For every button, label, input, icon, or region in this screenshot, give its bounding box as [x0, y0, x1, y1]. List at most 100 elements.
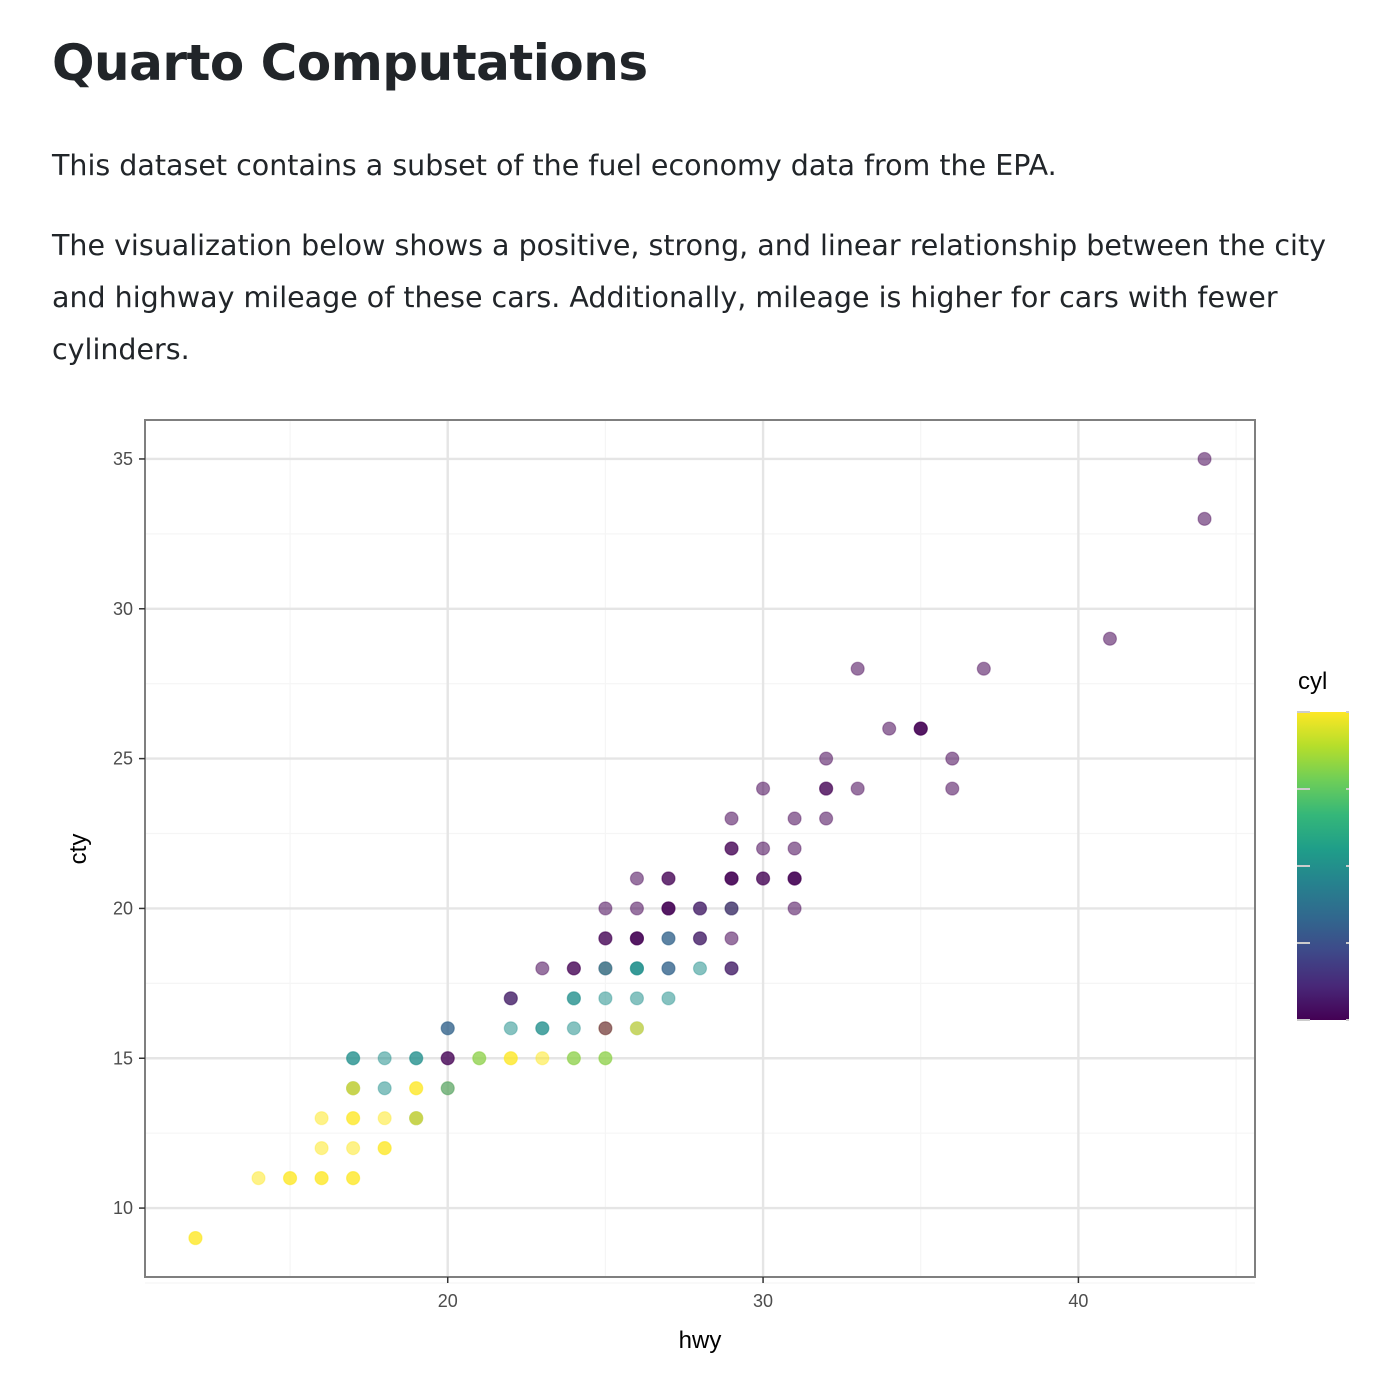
page-title: Quarto Computations	[52, 34, 648, 92]
panel-border	[144, 419, 1256, 1278]
data-point	[661, 931, 676, 946]
legend-ticks	[1297, 711, 1349, 1021]
y-tick-label: 35	[113, 449, 133, 469]
data-point	[1102, 631, 1118, 646]
data-point	[314, 1111, 329, 1126]
data-point	[346, 1051, 361, 1066]
data-point	[472, 1051, 487, 1066]
data-point	[945, 751, 960, 766]
intro-paragraph: This dataset contains a subset of the fu…	[52, 149, 1057, 182]
y-tick-label: 20	[113, 898, 133, 918]
data-point	[535, 961, 550, 976]
data-point	[787, 871, 802, 886]
y-axis: 10 15 20 25 30 35	[113, 449, 145, 1218]
data-point	[535, 1051, 550, 1066]
data-point	[629, 871, 645, 886]
data-point	[188, 1230, 203, 1246]
data-point	[819, 751, 834, 766]
data-point	[566, 961, 581, 976]
data-point	[976, 661, 991, 676]
data-point	[850, 781, 865, 796]
data-point	[566, 1021, 581, 1036]
description-paragraph: The visualization below shows a positive…	[52, 229, 1326, 366]
data-point	[787, 811, 802, 826]
data-point	[409, 1111, 424, 1126]
data-point	[787, 841, 802, 856]
data-point	[598, 1051, 613, 1066]
data-point	[787, 901, 802, 916]
data-point	[251, 1171, 266, 1186]
data-point	[566, 991, 581, 1006]
data-point	[692, 961, 708, 976]
data-point	[346, 1171, 361, 1186]
data-point	[882, 721, 897, 736]
x-axis-title: hwy	[679, 1327, 722, 1354]
data-point	[566, 1051, 581, 1066]
data-point	[1197, 511, 1212, 526]
data-point	[755, 841, 771, 856]
data-point	[692, 901, 708, 916]
y-tick-label: 25	[113, 749, 133, 769]
data-point	[755, 781, 771, 796]
x-tick-label: 30	[753, 1291, 773, 1311]
data-point	[629, 961, 645, 976]
data-point	[629, 991, 645, 1006]
data-point	[598, 931, 613, 946]
data-point	[440, 1021, 455, 1036]
y-tick-label: 15	[113, 1048, 133, 1068]
data-point	[724, 871, 739, 886]
data-point	[346, 1111, 361, 1126]
data-point	[346, 1141, 361, 1156]
y-tick-label: 10	[113, 1198, 133, 1218]
data-point	[314, 1171, 329, 1186]
data-point	[503, 1051, 518, 1066]
data-point	[1197, 451, 1212, 467]
y-axis-title: cty	[65, 834, 92, 865]
data-point	[409, 1081, 424, 1096]
data-point	[377, 1111, 392, 1126]
data-point	[377, 1051, 392, 1066]
data-point	[598, 901, 613, 916]
data-point	[440, 1081, 455, 1096]
data-point	[377, 1141, 392, 1156]
legend-title: cyl	[1298, 668, 1327, 695]
points	[188, 451, 1212, 1246]
x-axis: 20 30 40	[438, 1277, 1088, 1311]
data-point	[945, 781, 960, 796]
data-point	[913, 721, 928, 736]
data-point	[282, 1171, 298, 1186]
data-point	[724, 901, 739, 916]
data-point	[661, 901, 676, 916]
data-point	[314, 1141, 329, 1156]
data-point	[819, 811, 834, 826]
data-point	[598, 961, 613, 976]
data-point	[819, 781, 834, 796]
data-point	[661, 991, 676, 1006]
data-point	[629, 901, 645, 916]
data-point	[535, 1021, 550, 1036]
data-point	[724, 961, 739, 976]
data-point	[755, 871, 771, 886]
x-tick-label: 20	[438, 1291, 458, 1311]
data-point	[661, 961, 676, 976]
data-point	[661, 871, 676, 886]
data-point	[629, 1021, 645, 1036]
data-point	[724, 811, 739, 826]
data-point	[503, 1021, 518, 1036]
data-point	[377, 1081, 392, 1096]
data-point	[724, 841, 739, 856]
data-point	[629, 931, 645, 946]
x-tick-label: 40	[1068, 1291, 1088, 1311]
data-point	[850, 661, 865, 676]
grid	[145, 420, 1255, 1284]
data-point	[724, 931, 739, 946]
data-point	[409, 1051, 424, 1066]
data-point	[440, 1051, 455, 1066]
y-tick-label: 30	[113, 599, 133, 619]
data-point	[503, 991, 518, 1006]
data-point	[598, 991, 613, 1006]
data-point	[346, 1081, 361, 1096]
data-point	[598, 1021, 613, 1036]
data-point	[692, 931, 708, 946]
